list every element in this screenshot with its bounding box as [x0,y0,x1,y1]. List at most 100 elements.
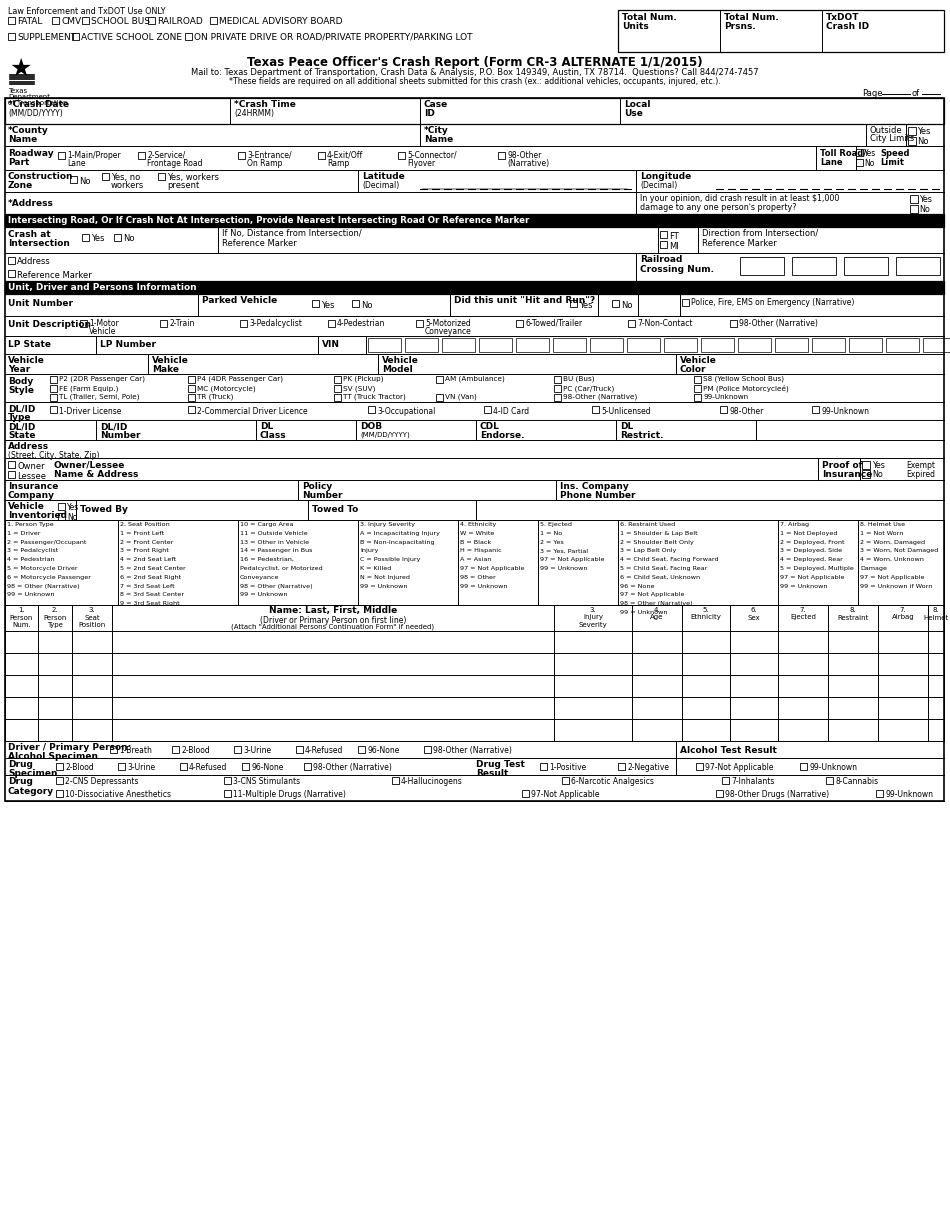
Text: 99 = Unknown: 99 = Unknown [240,593,288,598]
Text: 3.: 3. [88,606,95,613]
Bar [50,394,57,401]
Text: Inventoried: Inventoried [8,510,67,520]
Text: Make: Make [152,365,179,374]
Text: damage to any one person's property?: damage to any one person's property? [640,203,796,212]
Text: 1 = Shoulder & Lap Belt: 1 = Shoulder & Lap Belt [620,531,697,536]
Bar [664,338,697,352]
Text: Result: Result [476,769,508,779]
Bar [80,320,87,327]
Text: 2-Service/: 2-Service/ [147,151,185,160]
Bar [682,299,689,306]
Text: Lane: Lane [820,157,843,167]
Text: Frontage Road: Frontage Road [147,159,202,169]
Text: B = Non-Incapacitating: B = Non-Incapacitating [360,540,434,545]
Bar [242,763,249,770]
Text: 99 = Unknown: 99 = Unknown [540,566,587,571]
Text: No: No [123,234,135,244]
Text: 6 = Child Seat, Unknown: 6 = Child Seat, Unknown [620,574,700,579]
Bar [82,17,89,25]
Text: 2 = Shoulder Belt Only: 2 = Shoulder Belt Only [620,540,694,545]
Text: 6-Towed/Trailer: 6-Towed/Trailer [525,319,582,328]
Bar [516,320,523,327]
Text: 5 = Motorcycle Driver: 5 = Motorcycle Driver [7,566,78,571]
Text: Drug Test: Drug Test [476,760,524,769]
Text: 7.: 7. [900,606,906,613]
Text: 3 = Lap Belt Only: 3 = Lap Belt Only [620,549,676,554]
Text: Class: Class [260,430,287,440]
Text: DL: DL [620,422,634,430]
Text: Body: Body [8,378,33,386]
Text: Expired: Expired [906,470,935,478]
Text: 9 = 3rd Seat Right: 9 = 3rd Seat Right [120,601,180,606]
Text: 98-Other (Narrative): 98-Other (Narrative) [563,394,637,401]
Text: Age: Age [651,615,664,620]
Text: TL (Trailer, Semi, Pole): TL (Trailer, Semi, Pole) [59,394,140,401]
Text: 3 = Deployed, Side: 3 = Deployed, Side [780,549,842,554]
Text: 4 = Worn, Unknown: 4 = Worn, Unknown [860,557,923,562]
Text: Speed: Speed [880,149,909,157]
Text: Yes: Yes [872,461,884,470]
Text: Number: Number [302,491,343,501]
Text: 97 = Not Applicable: 97 = Not Applicable [540,557,604,562]
Text: Airbag: Airbag [892,615,914,620]
Bar [554,394,561,401]
Text: 4-Refused: 4-Refused [305,747,343,755]
Text: 3.: 3. [590,606,597,613]
Bar [50,376,57,383]
Text: Sex: Sex [748,615,760,620]
Text: Yes, no: Yes, no [111,173,141,182]
Text: 98 = Other (Narrative): 98 = Other (Narrative) [7,583,80,589]
Text: 3-Urine: 3-Urine [243,747,271,755]
Text: 14 = Passenger in Bus: 14 = Passenger in Bus [240,549,313,554]
Text: 2 = Deployed, Front: 2 = Deployed, Front [780,540,845,545]
Text: 99 = Unknown: 99 = Unknown [620,610,668,615]
Text: 2. Seat Position: 2. Seat Position [120,522,170,526]
Bar [70,176,77,183]
Bar [238,153,245,159]
Text: Policy: Policy [302,482,332,491]
Text: 1 = No: 1 = No [540,531,562,536]
Text: Did this unit "Hit and Run"?: Did this unit "Hit and Run"? [454,296,596,305]
Bar [296,747,303,753]
Text: Mail to: Texas Department of Transportation, Crash Data & Analysis, P.O. Box 149: Mail to: Texas Department of Transportat… [191,68,759,77]
Text: RAILROAD: RAILROAD [157,17,202,26]
Text: No: No [919,205,930,214]
Text: Flyover: Flyover [407,159,435,169]
Text: 8 = 3rd Seat Center: 8 = 3rd Seat Center [120,593,184,598]
Text: Intersecting Road, Or If Crash Not At Intersection, Provide Nearest Intersecting: Intersecting Road, Or If Crash Not At In… [8,216,529,225]
Text: DL: DL [260,422,274,430]
Text: 1 = Driver: 1 = Driver [7,531,41,536]
Text: 3 = Yes, Partial: 3 = Yes, Partial [540,549,588,554]
Text: MI: MI [669,242,678,251]
Text: Address: Address [8,442,49,451]
Text: Unit, Driver and Persons Information: Unit, Driver and Persons Information [8,283,197,292]
Text: 4-Exit/Off: 4-Exit/Off [327,151,363,160]
Text: BU (Bus): BU (Bus) [563,376,595,383]
Text: Page: Page [862,89,883,98]
Text: Limit: Limit [880,157,904,167]
Text: 2-Commercial Driver Licence: 2-Commercial Driver Licence [197,407,308,416]
Text: Yes: Yes [864,149,876,157]
Text: Insurance: Insurance [822,470,872,478]
Bar [224,777,231,784]
Text: 6 = 2nd Seat Right: 6 = 2nd Seat Right [120,574,181,579]
Text: Name: Name [424,135,453,144]
Bar [730,320,737,327]
Bar [516,338,549,352]
Text: 2-Negative: 2-Negative [627,763,669,772]
Bar [224,790,231,797]
Bar [405,338,438,352]
Text: Type: Type [8,413,31,422]
Text: 8.: 8. [849,606,856,613]
Text: Vehicle: Vehicle [8,355,45,365]
Text: Police, Fire, EMS on Emergency (Narrative): Police, Fire, EMS on Emergency (Narrativ… [691,298,854,308]
Bar [694,376,701,383]
Bar [612,300,619,308]
Text: Conveyance: Conveyance [425,327,472,336]
Text: 3-Urine: 3-Urine [127,763,155,772]
Bar [8,271,15,277]
Bar [876,790,883,797]
Text: Vehicle: Vehicle [152,355,189,365]
Text: 5. Ejected: 5. Ejected [540,522,572,526]
Text: 6. Restraint Used: 6. Restraint Used [620,522,675,526]
